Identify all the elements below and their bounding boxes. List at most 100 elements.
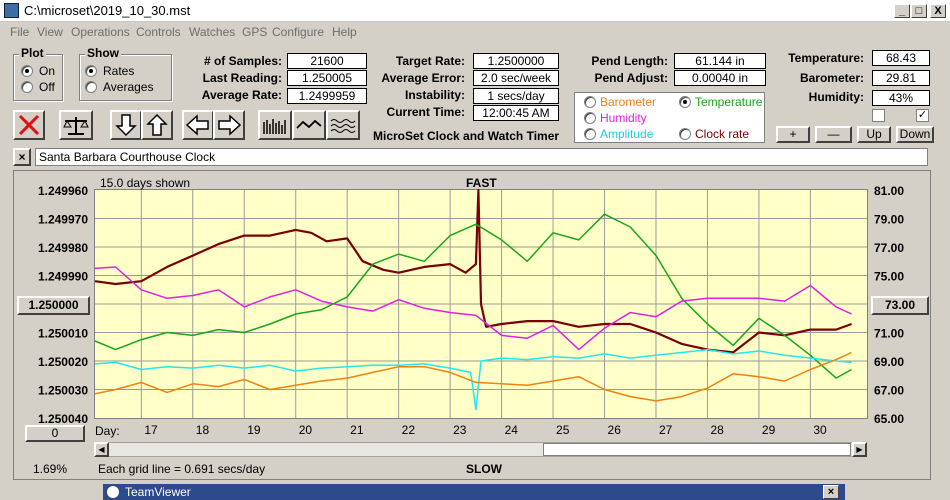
temperature-radio[interactable] (679, 96, 691, 108)
samples-label: # of Samples: (203, 54, 282, 68)
clock-rate-radio[interactable] (679, 128, 691, 140)
show-group-title: Show (85, 46, 121, 60)
average-rate-label: Average Rate: (201, 88, 282, 102)
app-caption: MicroSet Clock and Watch Timer (373, 129, 560, 143)
average-error-label: Average Error: (381, 71, 465, 85)
x-tick-label: 19 (247, 423, 261, 437)
x-tick-label: 22 (402, 423, 416, 437)
instability-label: Instability: (404, 88, 465, 102)
menu-watches[interactable]: Watches (189, 25, 236, 39)
last-reading-field: 1.250005 (287, 70, 367, 86)
pend-adjust-field: 0.00040 in (674, 70, 766, 86)
temperature-field: 68.43 (872, 50, 930, 66)
teamviewer-close-button[interactable]: × (823, 485, 839, 499)
y-right-tick-label: 69.00 (874, 355, 904, 369)
right-checkbox[interactable]: ✓ (916, 109, 929, 122)
amplitude-option-label[interactable]: Amplitude (600, 127, 654, 141)
minimize-button[interactable]: _ (894, 4, 910, 18)
app-icon[interactable] (4, 3, 19, 18)
up-button[interactable]: Up (857, 126, 891, 143)
y-right-tick-label: 67.00 (874, 384, 904, 398)
x-tick-label: 26 (608, 423, 622, 437)
arrow-left-icon (185, 114, 209, 136)
menu-help[interactable]: Help (332, 25, 357, 39)
clock-name-field[interactable]: Santa Barbara Courthouse Clock (35, 148, 928, 166)
show-rates-radio[interactable] (85, 65, 97, 77)
amplitude-radio[interactable] (584, 128, 596, 140)
humidity-label: Humidity: (808, 90, 864, 104)
plot-on-radio[interactable] (21, 65, 33, 77)
left-center-value[interactable]: 1.250000 (17, 296, 90, 315)
window-title: C:\microset\2019_10_30.mst (24, 3, 191, 18)
humidity-radio[interactable] (584, 112, 596, 124)
close-clock-button[interactable]: × (13, 148, 31, 166)
x-tick-label: 21 (350, 423, 364, 437)
pend-adjust-label: Pend Adjust: (594, 71, 668, 85)
left-bottom-value[interactable]: 0 (25, 425, 85, 442)
x-tick-label: 27 (659, 423, 673, 437)
menu-configure[interactable]: Configure (272, 25, 325, 39)
scroll-right-button[interactable]: ▶ (852, 442, 867, 457)
y-left-tick-label: 1.249980 (38, 241, 88, 255)
x-tick-label: 24 (505, 423, 519, 437)
menu-file[interactable]: File (10, 25, 30, 39)
instability-field: 1 secs/day (473, 88, 559, 104)
temperature-option-label[interactable]: Temperature (695, 95, 763, 109)
minus-button[interactable]: — (815, 126, 852, 143)
plot-off-radio[interactable] (21, 81, 33, 93)
pend-length-field: 61.144 in (674, 53, 766, 69)
barometer-option-label[interactable]: Barometer (600, 95, 657, 109)
plus-button[interactable]: + (776, 126, 810, 143)
humidity-series-line (94, 266, 852, 351)
y-right-tick-label: 79.00 (874, 213, 904, 227)
balance-icon (63, 117, 89, 135)
menu-operations[interactable]: Operations (71, 25, 130, 39)
show-rates-label[interactable]: Rates (103, 64, 135, 78)
scrollbar-thumb[interactable] (543, 443, 851, 456)
wave-icon (330, 119, 356, 133)
maximize-button[interactable]: □ (911, 4, 927, 18)
chart-subtitle: 15.0 days shown (100, 176, 191, 190)
down-button[interactable]: Down (896, 126, 934, 143)
teamviewer-window[interactable]: TeamViewer × (103, 484, 845, 500)
scroll-left-button[interactable]: ◀ (94, 442, 109, 457)
arrow-up-icon (146, 113, 168, 136)
show-averages-label[interactable]: Averages (103, 80, 154, 94)
arrow-right-icon (218, 114, 242, 136)
amplitude-series-line (94, 348, 852, 411)
bar-graph-button[interactable] (258, 110, 292, 140)
menu-gps[interactable]: GPS (242, 25, 268, 39)
teamviewer-icon (107, 486, 119, 498)
grid-note: Each grid line = 0.691 secs/day (98, 462, 266, 476)
rate-series-line (94, 188, 852, 354)
target-rate-label: Target Rate: (395, 54, 465, 68)
line-graph-icon (296, 119, 322, 129)
target-rate-field: 1.2500000 (473, 53, 559, 69)
arrow-up-button[interactable] (141, 110, 173, 140)
show-averages-radio[interactable] (85, 81, 97, 93)
humidity-option-label[interactable]: Humidity (600, 111, 647, 125)
barometer-label: Barometer: (799, 71, 864, 85)
clock-rate-option-label[interactable]: Clock rate (695, 127, 750, 141)
plot-on-label[interactable]: On (39, 64, 56, 78)
line-graph-button[interactable] (292, 110, 326, 140)
barometer-series-line (94, 351, 852, 402)
plot-off-label[interactable]: Off (39, 80, 55, 94)
menu-controls[interactable]: Controls (136, 25, 181, 39)
close-button[interactable]: X (930, 4, 946, 18)
barometer-field: 29.81 (872, 70, 930, 86)
x-tick-label: 20 (299, 423, 313, 437)
stop-button[interactable] (13, 110, 45, 140)
barometer-radio[interactable] (584, 96, 596, 108)
menu-view[interactable]: View (37, 25, 63, 39)
wave-graph-button[interactable] (326, 110, 360, 140)
right-center-value[interactable]: 73.00 (871, 296, 929, 315)
humidity-field: 43% (872, 90, 930, 106)
last-reading-label: Last Reading: (202, 71, 282, 85)
balance-button[interactable] (59, 110, 93, 140)
arrow-down-button[interactable] (110, 110, 142, 140)
arrow-down-icon (115, 114, 137, 137)
arrow-right-button[interactable] (213, 110, 245, 140)
left-checkbox[interactable] (872, 109, 885, 122)
